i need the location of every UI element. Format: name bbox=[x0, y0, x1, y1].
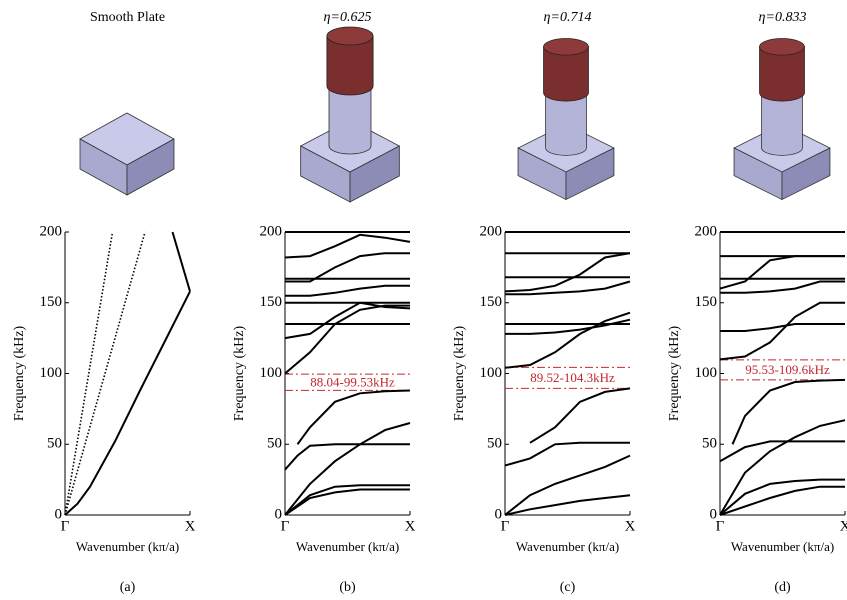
y-tick-label: 100 bbox=[40, 365, 63, 381]
x-tick-label: Γ bbox=[716, 518, 725, 534]
chart-title: η=0.625 bbox=[324, 10, 372, 25]
band-line bbox=[285, 286, 410, 296]
y-tick-label: 100 bbox=[480, 365, 503, 381]
figure: Smooth Plate (a) Wavenumber (kπ/a) Frequenc… bbox=[0, 0, 847, 600]
x-axis-label: Wavenumber (kπ/a) bbox=[516, 539, 619, 554]
y-axis-label: Frequency (kHz) bbox=[452, 326, 467, 422]
caption: (b) bbox=[339, 580, 356, 595]
y-tick-label: 150 bbox=[695, 294, 718, 310]
y-tick-label: 150 bbox=[40, 294, 63, 310]
band-line bbox=[285, 490, 410, 516]
chart-title: η=0.714 bbox=[544, 10, 592, 25]
bandgap-label: 95.53-109.6kHz bbox=[745, 362, 830, 377]
smooth-plate-model bbox=[80, 113, 174, 195]
x-tick-label: Γ bbox=[281, 518, 290, 534]
y-tick-label: 150 bbox=[260, 294, 283, 310]
band-line bbox=[505, 253, 630, 291]
band-line bbox=[505, 443, 630, 466]
caption: (d) bbox=[774, 580, 791, 595]
y-tick-label: 100 bbox=[695, 365, 718, 381]
x-tick-label: X bbox=[840, 518, 847, 534]
band-line bbox=[285, 306, 410, 374]
band-line bbox=[285, 303, 410, 338]
y-tick-label: 150 bbox=[480, 294, 503, 310]
y-tick-label: 50 bbox=[487, 436, 502, 452]
x-tick-label: X bbox=[625, 518, 636, 534]
y-tick-label: 200 bbox=[480, 223, 503, 239]
bandgap-label: 88.04-99.53kHz bbox=[310, 374, 395, 389]
bandgap-label: 89.52-104.3kHz bbox=[530, 370, 615, 385]
band-line bbox=[505, 456, 630, 515]
band-line bbox=[530, 388, 630, 442]
band-line bbox=[505, 495, 630, 515]
band-line bbox=[505, 320, 630, 334]
band-line bbox=[65, 232, 145, 515]
y-axis-label: Frequency (kHz) bbox=[232, 326, 247, 422]
caption: (c) bbox=[560, 580, 576, 595]
x-tick-label: Γ bbox=[501, 518, 510, 534]
x-tick-label: Γ bbox=[61, 518, 70, 534]
pillar-model bbox=[518, 39, 614, 200]
band-line bbox=[733, 380, 846, 444]
band-line bbox=[720, 256, 845, 289]
y-tick-label: 50 bbox=[267, 436, 282, 452]
y-tick-label: 50 bbox=[47, 436, 62, 452]
band-line bbox=[505, 282, 630, 295]
y-tick-label: 200 bbox=[695, 223, 718, 239]
caption: (a) bbox=[120, 580, 136, 595]
x-axis-label: Wavenumber (kπ/a) bbox=[296, 539, 399, 554]
band-line bbox=[505, 313, 630, 368]
y-tick-label: 50 bbox=[702, 436, 717, 452]
y-tick-label: 200 bbox=[260, 223, 283, 239]
x-axis-label: Wavenumber (kπ/a) bbox=[731, 539, 834, 554]
x-tick-label: X bbox=[405, 518, 416, 534]
y-tick-label: 100 bbox=[260, 365, 283, 381]
chart-title: η=0.833 bbox=[759, 10, 807, 25]
chart-title: Smooth Plate bbox=[90, 10, 165, 25]
band-line bbox=[298, 391, 411, 445]
band-line bbox=[720, 487, 845, 515]
band-line bbox=[720, 420, 845, 515]
band-line bbox=[173, 232, 191, 291]
x-axis-label: Wavenumber (kπ/a) bbox=[76, 539, 179, 554]
y-axis-label: Frequency (kHz) bbox=[667, 326, 682, 422]
x-tick-label: X bbox=[185, 518, 196, 534]
pillar-model bbox=[301, 27, 400, 202]
y-axis-label: Frequency (kHz) bbox=[12, 326, 27, 422]
band-line bbox=[285, 444, 410, 469]
pillar-model bbox=[734, 39, 830, 200]
y-tick-label: 200 bbox=[40, 223, 63, 239]
